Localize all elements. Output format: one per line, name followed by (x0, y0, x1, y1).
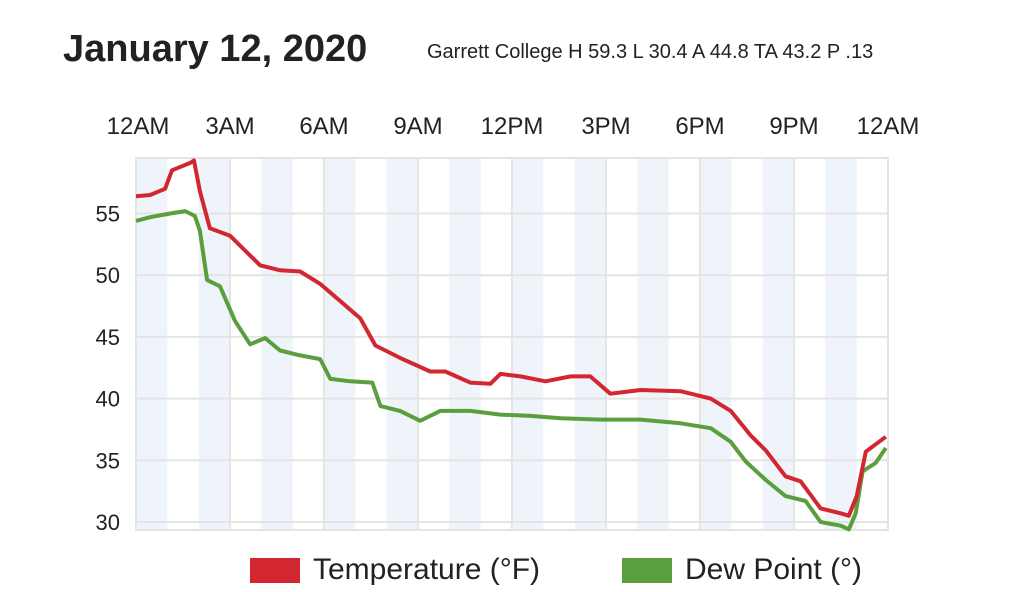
hour-band (825, 158, 857, 530)
hour-band (512, 158, 544, 530)
y-tick-label: 40 (96, 387, 120, 412)
series-line-dew-point (135, 209, 888, 532)
hour-band (449, 158, 481, 530)
hour-band (198, 158, 230, 530)
legend-label-dew-point: Dew Point (°) (685, 553, 863, 586)
x-tick-label: 6AM (299, 113, 348, 140)
hour-band (700, 158, 732, 530)
y-tick-label: 55 (96, 202, 120, 227)
legend-swatch-dew-point (622, 557, 672, 583)
y-tick-label: 30 (96, 510, 120, 535)
legend-temperature: Temperature (°F) (250, 553, 540, 587)
y-tick-label: 50 (96, 263, 120, 288)
hour-band (637, 158, 669, 530)
chart-title: January 12, 2020 (63, 28, 368, 70)
hour-band (574, 158, 606, 530)
hour-band (386, 158, 418, 530)
x-tick-label: 9AM (393, 113, 442, 140)
legend-dew-point: Dew Point (°) (622, 553, 862, 587)
station-summary: Garrett College H 59.3 L 30.4 A 44.8 TA … (427, 41, 874, 63)
legend-swatch-temperature (250, 557, 300, 583)
x-tick-label: 12AM (107, 113, 170, 140)
x-tick-label: 3PM (581, 113, 630, 140)
hour-band (324, 158, 356, 530)
series-line-temperature-f (135, 158, 887, 518)
x-tick-label: 3AM (205, 113, 254, 140)
x-tick-label: 6PM (675, 113, 724, 140)
x-tick-label: 9PM (769, 113, 818, 140)
x-tick-label: 12AM (857, 113, 920, 140)
x-tick-label: 12PM (481, 113, 544, 140)
hour-band (261, 158, 293, 530)
y-tick-label: 45 (96, 325, 120, 350)
y-tick-label: 35 (96, 448, 120, 473)
legend-label-temperature: Temperature (°F) (313, 553, 541, 586)
